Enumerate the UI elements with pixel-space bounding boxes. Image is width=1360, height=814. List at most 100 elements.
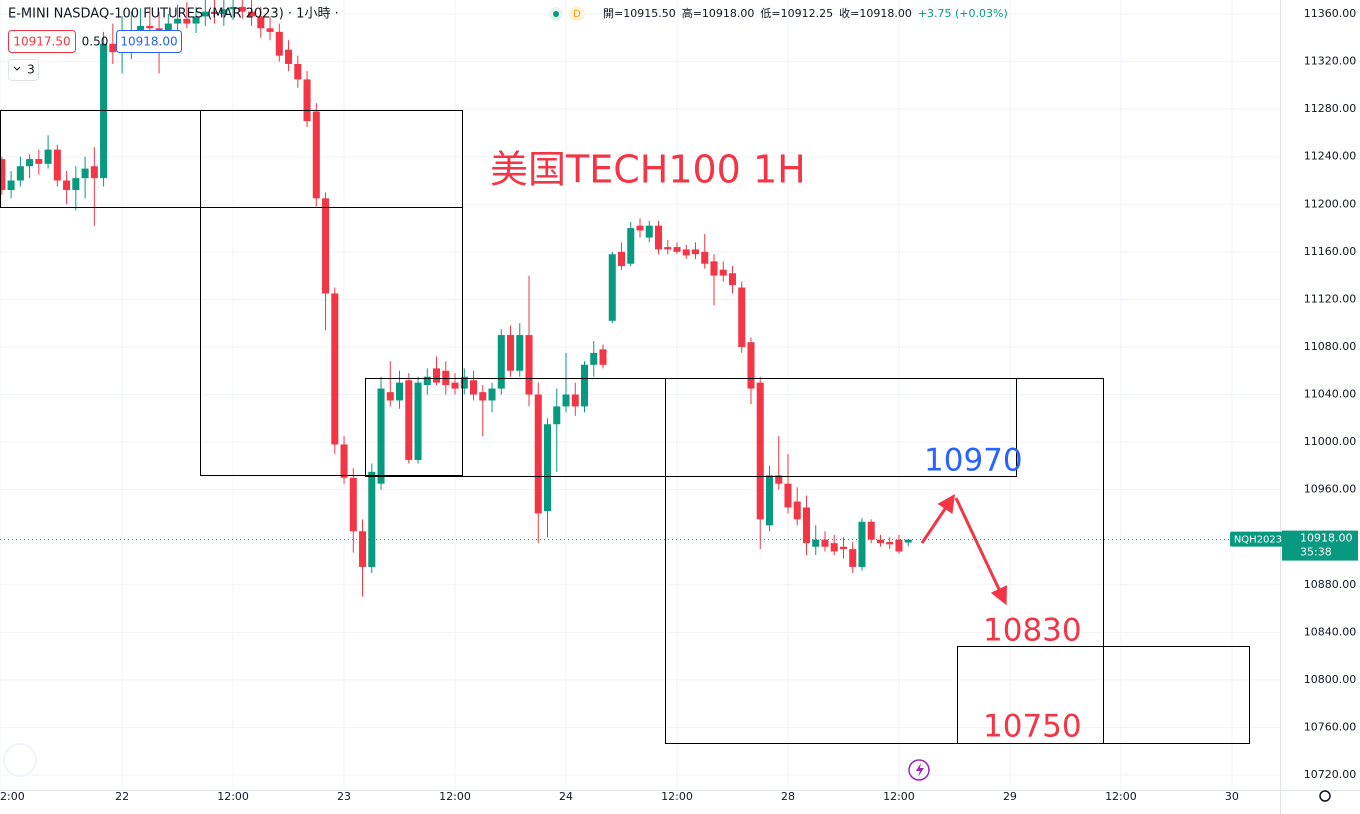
x-tick-label: 12:00 — [1105, 790, 1137, 803]
x-tick-label: 12:00 — [217, 790, 249, 803]
candles — [0, 0, 912, 597]
y-tick-label: 10960.00 — [1304, 483, 1357, 496]
candle-body — [507, 335, 515, 371]
candle-body — [479, 392, 487, 401]
symbol-tag — [1230, 531, 1286, 547]
symbol-title: E-MINI NASDAQ-100 FUTURES (MAR 2023) · 1… — [8, 7, 339, 22]
candle-body — [81, 168, 89, 179]
candle-body — [534, 394, 542, 514]
candle-body — [285, 49, 293, 64]
candle-body — [636, 225, 644, 231]
scroll-button[interactable] — [3, 743, 37, 777]
candle-body — [858, 521, 866, 567]
box — [365, 378, 1017, 477]
arrow — [920, 494, 956, 544]
candle-body — [645, 225, 653, 238]
y-tick-label: 11000.00 — [1304, 435, 1357, 448]
grid — [0, 0, 1280, 790]
candle-body — [183, 18, 191, 24]
candle-body — [109, 43, 117, 53]
candle-body — [627, 228, 635, 264]
candle-body — [192, 16, 200, 24]
settings[interactable] — [1319, 790, 1331, 802]
status-dot — [553, 11, 559, 17]
axes: 10720.00 10760.00 10800.00 10840.00 10880.00… — [0, 7, 1356, 803]
spread: 0.50 — [82, 35, 109, 49]
candle-body — [682, 249, 690, 256]
candle-body — [470, 380, 478, 395]
annotation: 10750 — [983, 709, 1082, 745]
arrow — [954, 497, 1008, 606]
candle-body — [386, 392, 394, 401]
candle-body — [423, 376, 431, 386]
y-tick-label: 10760.00 — [1304, 720, 1357, 733]
ask-box[interactable] — [116, 30, 182, 53]
candle-body — [544, 424, 552, 512]
candle-body — [414, 382, 422, 460]
ohlc-header: 開=10915.50 高=10918.00 低=10912.25 收=10918.00… — [603, 6, 1008, 20]
x-tick-label: 12:00 — [661, 790, 693, 803]
candle-body — [63, 180, 71, 191]
ask: 10918.00 — [120, 35, 177, 49]
candle-body — [377, 388, 385, 484]
chevron — [13, 66, 21, 71]
candle-body — [571, 394, 579, 407]
candle-body — [433, 368, 441, 383]
y-tick-label: 11280.00 — [1304, 102, 1357, 115]
bid-box[interactable] — [8, 30, 76, 53]
candle-body — [673, 247, 681, 252]
y-tick-label: 10800.00 — [1304, 673, 1357, 686]
y-tick-label: 10840.00 — [1304, 625, 1357, 638]
lightning — [916, 763, 924, 777]
candle-body — [839, 546, 847, 550]
candle-body — [617, 251, 626, 267]
candle-body — [248, 11, 256, 17]
candle-body — [719, 269, 727, 276]
y-tick-label: 11040.00 — [1304, 388, 1357, 401]
candle-body — [830, 543, 838, 552]
candle-body — [164, 23, 172, 36]
box — [0, 110, 463, 208]
event-icon[interactable] — [908, 759, 930, 781]
candle-body — [876, 539, 884, 544]
candle-body — [553, 406, 561, 425]
box — [957, 646, 1250, 744]
price-tag-label: 10918.00 — [1300, 532, 1353, 545]
candle-body — [257, 16, 265, 29]
candle-body — [691, 249, 700, 255]
y-tick-label: 11160.00 — [1304, 245, 1357, 258]
candle-body — [488, 388, 496, 401]
y-tick-label: 11080.00 — [1304, 340, 1357, 353]
candle-body — [72, 178, 80, 191]
ohlc-item: +3.75 (+0.03%) — [918, 7, 1008, 20]
candle-body — [90, 166, 98, 179]
candle-body — [312, 111, 320, 199]
x-tick-label: 30 — [1225, 790, 1239, 803]
candle-body — [516, 335, 524, 371]
candle-body — [201, 11, 209, 17]
candle-body — [26, 159, 34, 167]
candle-body — [460, 376, 468, 389]
candle-body — [654, 225, 663, 250]
ohlc-item: 低=10912.25 — [760, 7, 833, 20]
candle-body — [784, 483, 792, 508]
candle-body — [220, 9, 228, 15]
candle-body — [266, 28, 274, 32]
ohlc-item: 高=10918.00 — [682, 6, 755, 20]
candle-body — [497, 335, 505, 389]
candle-body — [608, 254, 616, 321]
y-tick-label: 11120.00 — [1304, 292, 1357, 305]
candle-body — [710, 261, 718, 276]
box — [665, 378, 1104, 744]
indicator-toggle[interactable] — [8, 59, 39, 81]
candle-body — [442, 370, 450, 386]
ohlc-item: 開=10915.50 — [603, 7, 676, 20]
candle-body — [368, 471, 376, 567]
candle-body — [7, 180, 15, 191]
candle-body — [53, 149, 61, 181]
x-tick-label: 28 — [781, 790, 795, 803]
candle-body — [451, 382, 459, 389]
candle-body — [525, 335, 533, 395]
candle-body — [599, 349, 607, 365]
candle-body — [747, 342, 755, 389]
